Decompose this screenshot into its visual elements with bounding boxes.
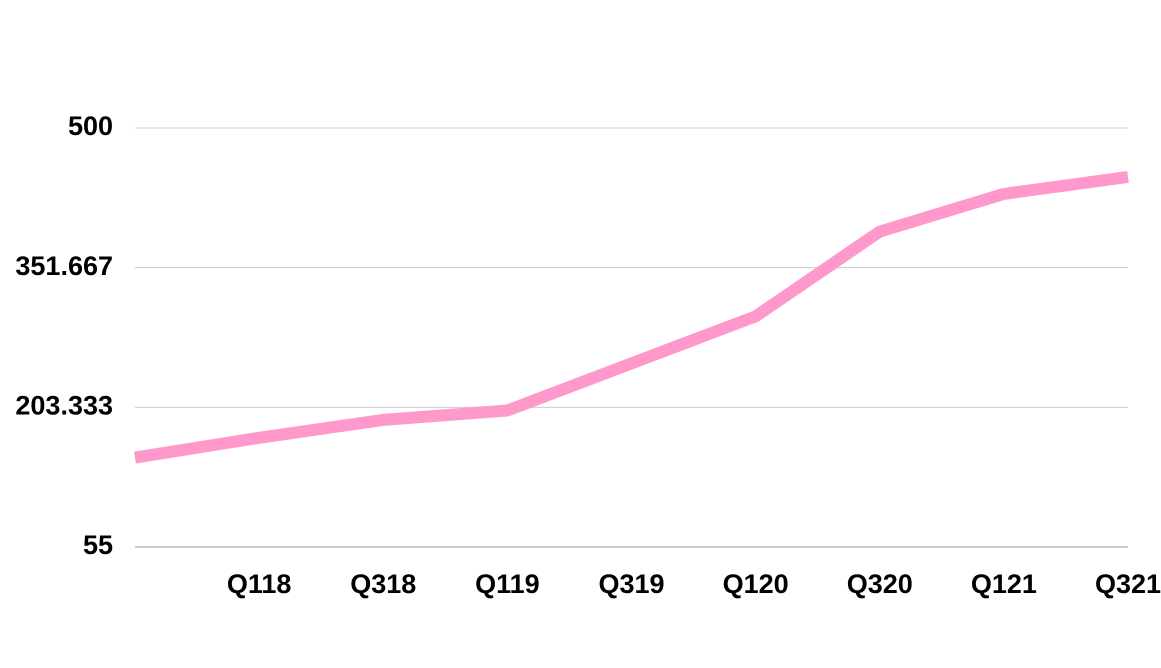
y-tick-label: 351.667: [15, 251, 113, 281]
x-tick-label: Q320: [847, 569, 913, 599]
x-tick-label: Q318: [350, 569, 416, 599]
y-tick-label: 500: [68, 111, 113, 141]
x-tick-label: Q321: [1095, 569, 1161, 599]
x-tick-label: Q120: [723, 569, 789, 599]
x-tick-label: Q119: [475, 569, 540, 599]
x-tick-label: Q319: [598, 569, 664, 599]
data-line: [134, 171, 1129, 464]
x-tick-label: Q121: [971, 569, 1037, 599]
y-tick-label: 55: [83, 530, 113, 560]
y-tick-label: 203.333: [15, 390, 113, 420]
x-tick-label: Q118: [227, 569, 292, 599]
